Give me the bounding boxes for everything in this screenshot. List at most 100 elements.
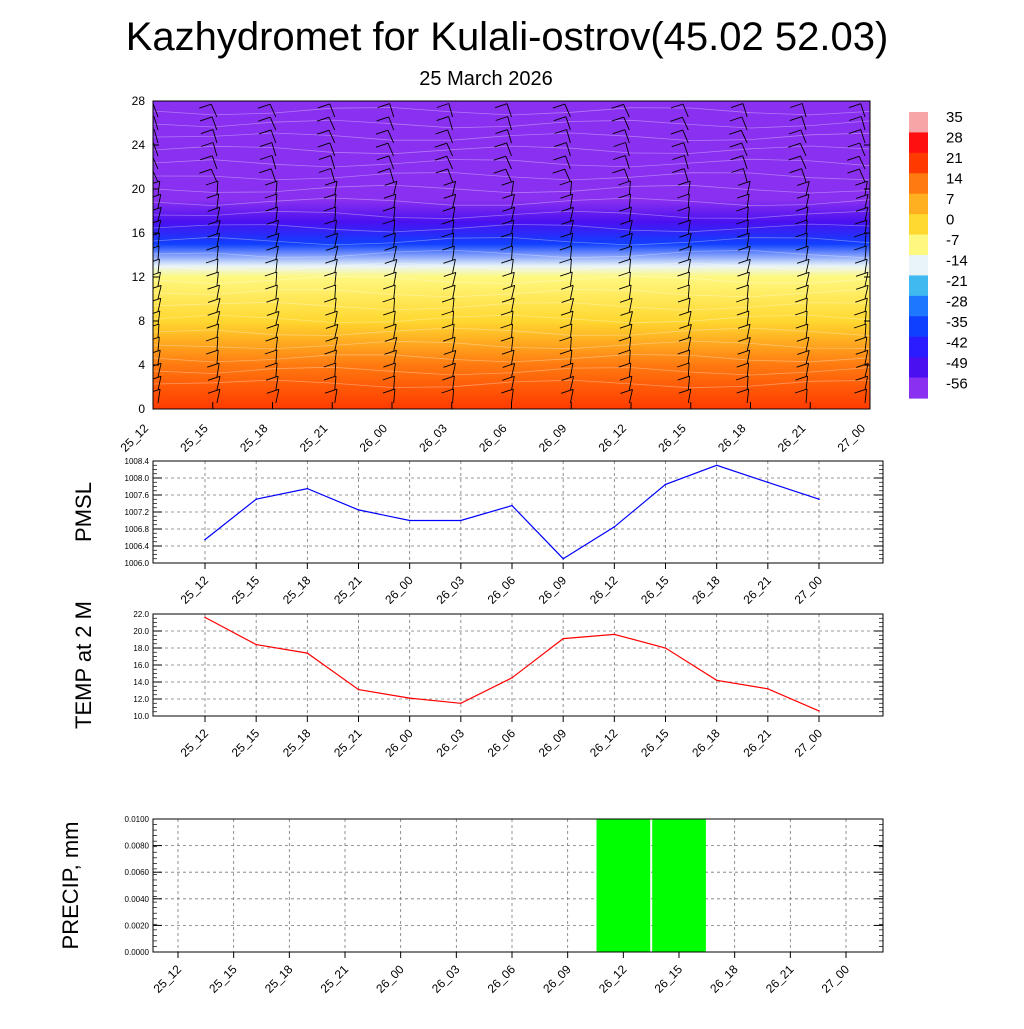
chart-title: Kazhydromet for Kulali-ostrov(45.02 52.0… bbox=[126, 15, 889, 59]
wind-barb-flag bbox=[738, 336, 751, 342]
wind-barb-staff bbox=[275, 349, 278, 365]
wind-barb-flag bbox=[612, 129, 625, 135]
wind-barb-flag bbox=[442, 284, 456, 290]
wind-barb-staff bbox=[389, 103, 395, 118]
wind-barb-staff bbox=[864, 220, 868, 235]
wind-barb-flag bbox=[140, 169, 152, 173]
wind-barb-staff bbox=[628, 207, 632, 222]
wind-barb-flag bbox=[264, 349, 278, 355]
wind-barb-flag bbox=[266, 388, 280, 394]
wind-barb-staff bbox=[569, 258, 572, 274]
y-tick-label: 1007.6 bbox=[125, 491, 150, 500]
wind-barb-staff bbox=[628, 298, 633, 313]
wind-barb-flag bbox=[554, 142, 567, 148]
x-tick-label: 25_12 bbox=[178, 573, 212, 607]
wind-barb-staff bbox=[212, 129, 218, 144]
y-tick-label: 0.0060 bbox=[125, 868, 150, 877]
wind-barb-flag bbox=[258, 129, 272, 135]
wind-barb-flag bbox=[855, 271, 869, 277]
data-point bbox=[204, 616, 206, 619]
wind-barb-flag bbox=[736, 219, 749, 225]
wind-barb-staff bbox=[452, 194, 457, 209]
y-tick-label: 14.0 bbox=[133, 678, 149, 687]
wind-barb-staff bbox=[805, 363, 810, 378]
wind-barb-flag bbox=[265, 258, 278, 264]
wind-barb-flag bbox=[561, 284, 574, 290]
wind-barb-staff bbox=[566, 129, 571, 144]
data-point bbox=[613, 633, 616, 636]
wind-barb-staff bbox=[746, 311, 750, 326]
wind-barb-staff bbox=[805, 207, 809, 222]
y-tick-label: 28 bbox=[132, 94, 146, 108]
wind-barb-flag bbox=[559, 349, 573, 355]
wind-barb-flag bbox=[559, 323, 573, 329]
wind-barb-staff bbox=[742, 103, 748, 118]
wind-barb-staff bbox=[746, 297, 749, 313]
wind-barb-flag bbox=[316, 116, 330, 122]
wind-barb-staff bbox=[565, 116, 571, 131]
wind-barb-staff bbox=[746, 350, 751, 365]
wind-barb-staff bbox=[624, 129, 630, 144]
wind-barb-flag bbox=[205, 258, 219, 264]
wind-barb-staff bbox=[864, 245, 867, 261]
wind-barb-flag bbox=[259, 168, 272, 174]
wind-barb-flag bbox=[790, 103, 803, 108]
wind-barb-flag bbox=[207, 388, 221, 394]
wind-barb-staff bbox=[153, 103, 159, 118]
data-point bbox=[767, 481, 769, 484]
wind-barb-staff bbox=[565, 155, 571, 170]
wind-barb-flag bbox=[678, 310, 692, 316]
wind-barb-flag bbox=[382, 297, 395, 303]
wind-barb-flag bbox=[677, 362, 690, 368]
wind-barb-staff bbox=[157, 194, 162, 209]
wind-barb-staff bbox=[742, 155, 748, 170]
wind-barb-flag bbox=[264, 362, 278, 368]
wind-barb-staff bbox=[393, 194, 397, 209]
y-tick-label: 24 bbox=[132, 138, 146, 152]
wind-barb-flag bbox=[736, 284, 749, 290]
wind-barb-flag bbox=[737, 349, 750, 355]
data-point bbox=[664, 483, 667, 486]
wind-barb-flag bbox=[199, 103, 212, 109]
wind-barb-staff bbox=[805, 272, 810, 287]
x-tick-label: 26_09 bbox=[540, 962, 574, 996]
wind-barb-flag bbox=[384, 245, 397, 251]
wind-barb-staff bbox=[569, 311, 574, 326]
wind-barb-flag bbox=[325, 323, 339, 329]
wind-barb-flag bbox=[677, 375, 690, 381]
wind-barb-flag bbox=[200, 129, 214, 135]
wind-barb-flag bbox=[561, 219, 574, 225]
wind-barb-staff bbox=[275, 311, 280, 326]
wind-barb-flag bbox=[264, 180, 278, 186]
contour-line bbox=[153, 314, 870, 324]
wind-barb-staff bbox=[682, 103, 689, 118]
wind-barb-flag bbox=[679, 232, 692, 238]
wind-barb-flag bbox=[205, 180, 219, 186]
data-point bbox=[357, 509, 360, 511]
wind-barb-flag bbox=[200, 155, 213, 161]
wind-barb-flag bbox=[153, 323, 160, 327]
y-tick-label: 0 bbox=[138, 402, 145, 416]
wind-barb-staff bbox=[330, 168, 336, 183]
x-tick-label: 27_00 bbox=[819, 962, 853, 996]
y-tick-label: 8 bbox=[138, 314, 145, 328]
wind-barb-flag bbox=[376, 155, 390, 161]
wind-barb-staff bbox=[569, 298, 575, 313]
y-axis-label: PRECIP, mm bbox=[58, 822, 83, 950]
contour-line bbox=[153, 327, 870, 337]
wind-barb-staff bbox=[507, 129, 512, 144]
wind-barb-staff bbox=[157, 311, 161, 326]
wind-barb-staff bbox=[511, 220, 515, 235]
wind-barb-staff bbox=[446, 143, 453, 157]
y-tick-label: 0.0020 bbox=[125, 921, 150, 930]
wind-barb-staff bbox=[801, 103, 807, 118]
wind-barb-staff bbox=[216, 389, 221, 404]
wind-barb-staff bbox=[569, 180, 573, 196]
pmsl-chart: 1006.0 1006.4 1006.8 1007.2 1007.6 1008.0 1008… bbox=[71, 457, 884, 607]
colorbar-label: -49 bbox=[946, 355, 968, 372]
wind-barb-staff bbox=[858, 156, 866, 170]
wind-barb-flag bbox=[737, 180, 751, 186]
wind-barb-flag bbox=[443, 180, 456, 186]
wind-barb-flag bbox=[611, 116, 624, 122]
